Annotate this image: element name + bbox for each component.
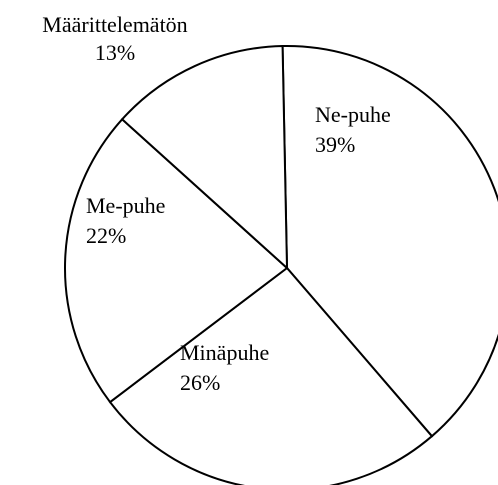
pie-slice: [281, 45, 498, 438]
slice-label: Me-puhe: [86, 193, 165, 218]
pie-slice: [64, 117, 289, 404]
slice-value-label: 26%: [180, 370, 220, 395]
pie-slice: [108, 266, 434, 485]
slice-value-label: 13%: [95, 40, 135, 65]
pie-slice: [120, 45, 289, 271]
slice-label: Minäpuhe: [180, 340, 269, 365]
slice-label: Määrittelemätön: [42, 12, 187, 37]
slice-value-label: 22%: [86, 223, 126, 248]
slice-value-label: 39%: [315, 132, 355, 157]
slice-label: Ne-puhe: [315, 102, 391, 127]
